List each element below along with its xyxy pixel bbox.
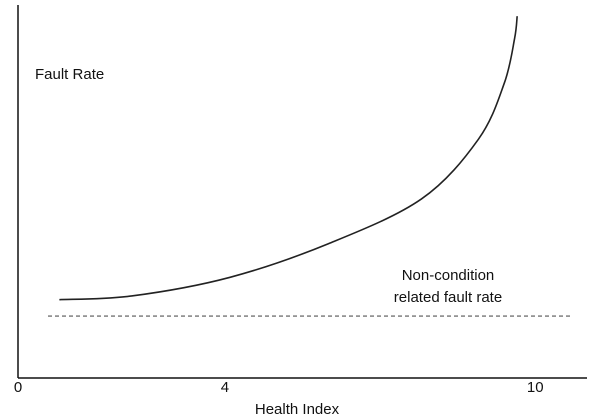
x-tick-label: 4	[221, 379, 229, 396]
x-tick-label: 0	[14, 379, 22, 396]
fault-rate-curve	[59, 16, 518, 301]
x-tick-label: 10	[527, 379, 544, 396]
reference-label: related fault rate	[394, 289, 502, 306]
x-axis-label: Health Index	[255, 401, 340, 418]
y-axis-label: Fault Rate	[35, 66, 104, 83]
reference-label: Non-condition	[402, 267, 495, 284]
